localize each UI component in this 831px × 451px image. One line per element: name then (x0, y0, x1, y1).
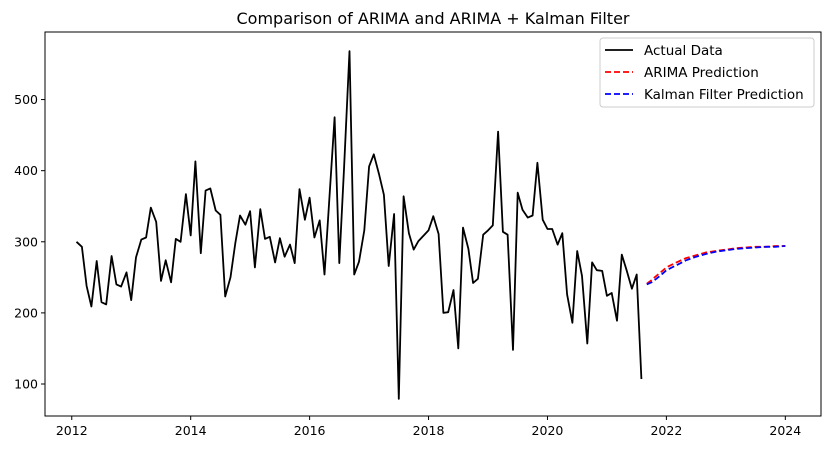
series-layer (75, 50, 786, 400)
y-tick-label: 500 (14, 92, 38, 107)
legend-box (599, 37, 815, 108)
legend-label-actual-data: Actual Data (644, 43, 723, 59)
y-tick-label: 400 (14, 163, 38, 178)
x-tick-label: 2022 (650, 423, 682, 438)
x-tick-label: 2012 (56, 423, 88, 438)
y-tick-label: 100 (14, 377, 38, 392)
x-tick-label: 2014 (175, 423, 207, 438)
x-tick-label: 2016 (294, 423, 326, 438)
series-line-kalman-filter-prediction (646, 245, 786, 286)
plot-frame (44, 31, 822, 417)
legend-label-kalman-filter-prediction: Kalman Filter Prediction (644, 87, 804, 103)
axes-layer: 2012 2014 2016 2018 2020 2022 2024 100 200 300 400… (14, 92, 801, 438)
y-tick-label: 200 (14, 305, 38, 320)
x-tick-label: 2018 (413, 423, 445, 438)
y-tick-label: 300 (14, 234, 38, 249)
chart-title: Comparison of ARIMA and ARIMA + Kalman F… (236, 9, 629, 28)
series-line-actual-data (75, 50, 643, 400)
x-tick-label: 2024 (769, 423, 801, 438)
legend-label-arima-prediction: ARIMA Prediction (644, 65, 759, 81)
x-tick-label: 2020 (532, 423, 564, 438)
legend: Actual Data ARIMA Prediction Kalman Filter… (599, 37, 815, 108)
